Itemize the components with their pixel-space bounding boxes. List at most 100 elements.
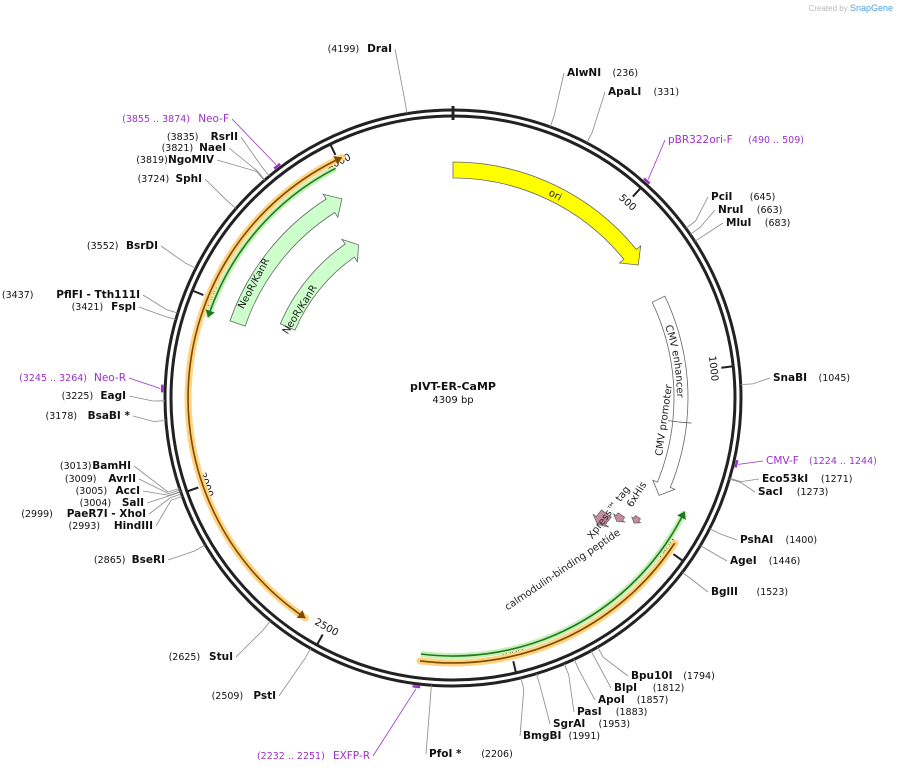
primer-site[interactable]: EXFP-R (2232 .. 2251) xyxy=(257,750,370,762)
enzyme-position: (3178) xyxy=(46,411,78,422)
enzyme-name: HindIII xyxy=(114,520,153,532)
enzyme-site[interactable]: BsaBI * (3178) xyxy=(46,410,131,422)
primer-name: CMV-F xyxy=(766,455,799,467)
enzyme-leader xyxy=(228,147,266,181)
enzyme-site[interactable]: BsrDI (3552) xyxy=(87,240,158,252)
enzyme-position: (3821) xyxy=(162,143,194,154)
enzyme-name: BsrDI xyxy=(126,240,158,252)
enzyme-site[interactable]: NgoMIV(3819) xyxy=(136,154,215,166)
enzyme-site[interactable]: NruI (663) xyxy=(718,204,782,216)
enzyme-site[interactable]: RsrII (3835) xyxy=(167,131,238,143)
enzyme-site[interactable]: SgrAI (1953) xyxy=(553,718,630,730)
enzyme-leader xyxy=(682,571,709,593)
enzyme-site[interactable]: PflFI - Tth111I (3437) xyxy=(2,289,140,301)
enzyme-site[interactable]: NaeI (3821) xyxy=(162,142,226,154)
enzyme-position: (1857) xyxy=(637,695,669,706)
enzyme-site[interactable]: HindIII (2993) xyxy=(69,520,153,532)
enzyme-name: ApoI xyxy=(598,694,625,706)
enzyme-site[interactable]: DraI (4199) xyxy=(328,43,392,55)
enzyme-position: (3552) xyxy=(87,241,119,252)
enzyme-site[interactable]: FspI (3421) xyxy=(72,301,136,313)
neor-kanr-feature-2[interactable] xyxy=(279,238,359,331)
enzyme-position: (3225) xyxy=(62,391,94,402)
enzyme-site[interactable]: SalI (3004) xyxy=(80,497,144,509)
calmodulin-binding-peptide-feature[interactable] xyxy=(592,509,612,528)
enzyme-name: BlpI xyxy=(614,682,637,694)
enzyme-site[interactable]: SphI (3724) xyxy=(138,173,202,185)
primer-site[interactable]: CMV-F (1224 .. 1244) xyxy=(766,455,877,467)
enzyme-site[interactable]: AccI (3005) xyxy=(76,485,140,497)
enzyme-position: (683) xyxy=(765,218,791,229)
tick-mark xyxy=(186,486,199,493)
enzyme-site[interactable]: AvrII (3009) xyxy=(65,473,136,485)
enzyme-leader xyxy=(694,222,724,242)
enzyme-site[interactable]: PciI (645) xyxy=(711,191,775,203)
enzyme-site[interactable]: MluI (683) xyxy=(726,217,790,229)
enzyme-site[interactable]: PasI (1883) xyxy=(577,706,647,718)
enzyme-site[interactable]: PaeR7I - XhoI (2999) xyxy=(21,508,146,520)
enzyme-position: (1273) xyxy=(797,487,829,498)
enzyme-site[interactable]: EagI (3225) xyxy=(62,390,126,402)
enzyme-site[interactable]: PshAI (1400) xyxy=(740,534,817,546)
enzyme-leader xyxy=(740,377,771,385)
dark-track-right xyxy=(419,542,676,664)
enzyme-site[interactable]: BglII (1523) xyxy=(711,586,788,598)
enzyme-name: SgrAI xyxy=(553,718,585,730)
neor-kanr-feature-1[interactable] xyxy=(229,193,343,327)
enzyme-site[interactable]: StuI (2625) xyxy=(169,651,233,663)
primer-mark xyxy=(273,162,281,170)
enzyme-site[interactable]: PfoI * (2206) xyxy=(429,748,513,760)
enzyme-leader xyxy=(536,673,551,725)
enzyme-leader xyxy=(235,620,271,658)
enzyme-site[interactable]: AgeI (1446) xyxy=(730,555,800,567)
enzyme-name: PciI xyxy=(711,191,732,203)
enzyme-site[interactable]: Bpu10I (1794) xyxy=(631,670,715,682)
enzyme-name: NruI xyxy=(718,204,743,216)
enzyme-site[interactable]: BlpI (1812) xyxy=(614,682,684,694)
enzyme-leader xyxy=(148,493,182,515)
cmv-promoter-feature[interactable] xyxy=(652,420,688,496)
enzyme-position: (1045) xyxy=(819,373,851,384)
enzyme-leader xyxy=(519,677,525,737)
enzyme-name: BseRI xyxy=(132,554,165,566)
primer-site[interactable]: pBR322ori-F (490 .. 509) xyxy=(668,134,804,146)
primer-site[interactable]: Neo-F (3855 .. 3874) xyxy=(122,113,229,125)
enzyme-site[interactable]: PstI (2509) xyxy=(212,690,276,702)
enzyme-site[interactable]: SnaBI (1045) xyxy=(773,372,850,384)
enzyme-site[interactable]: BseRI (2865) xyxy=(94,554,165,566)
primer-name: Neo-R xyxy=(94,372,126,384)
tick-mark xyxy=(512,660,517,674)
enzyme-position: (2865) xyxy=(94,555,126,566)
tick-label: 2500 xyxy=(312,617,340,639)
enzyme-site[interactable]: Eco53kI (1271) xyxy=(762,473,852,485)
primer-leader xyxy=(128,377,161,389)
enzyme-name: FspI xyxy=(111,301,136,313)
ori-feature[interactable] xyxy=(452,161,642,266)
tick-mark xyxy=(316,634,324,646)
enzyme-site[interactable]: ApaLI (331) xyxy=(608,86,679,98)
enzyme-site[interactable]: BamHI(3013) xyxy=(60,460,131,472)
primer-site[interactable]: Neo-R (3245 .. 3264) xyxy=(19,372,126,384)
enzyme-site[interactable]: ApoI (1857) xyxy=(598,694,668,706)
enzyme-position: (1953) xyxy=(599,719,631,730)
tick-mark xyxy=(721,365,734,369)
enzyme-site[interactable]: BmgBI (1991) xyxy=(523,730,600,742)
enzyme-leader xyxy=(729,478,756,493)
enzyme-name: PflFI - Tth111I xyxy=(56,289,140,301)
enzyme-site[interactable]: AlwNI (236) xyxy=(567,67,638,79)
enzyme-name: PasI xyxy=(577,706,602,718)
xpress-tag-feature[interactable] xyxy=(612,512,627,523)
primer-mark xyxy=(412,684,421,689)
enzyme-site[interactable]: SacI (1273) xyxy=(758,486,828,498)
orange-track-arrowhead xyxy=(296,610,306,619)
enzyme-name: AlwNI xyxy=(567,67,601,79)
enzyme-leader xyxy=(573,659,596,701)
enzyme-name: MluI xyxy=(726,217,751,229)
enzyme-name: RsrII xyxy=(211,131,238,143)
tick-mark xyxy=(329,143,337,156)
6xhis-feature[interactable] xyxy=(631,515,642,524)
enzyme-position: (2625) xyxy=(169,652,201,663)
enzyme-name: Bpu10I xyxy=(631,670,673,682)
enzyme-leader xyxy=(138,478,181,495)
